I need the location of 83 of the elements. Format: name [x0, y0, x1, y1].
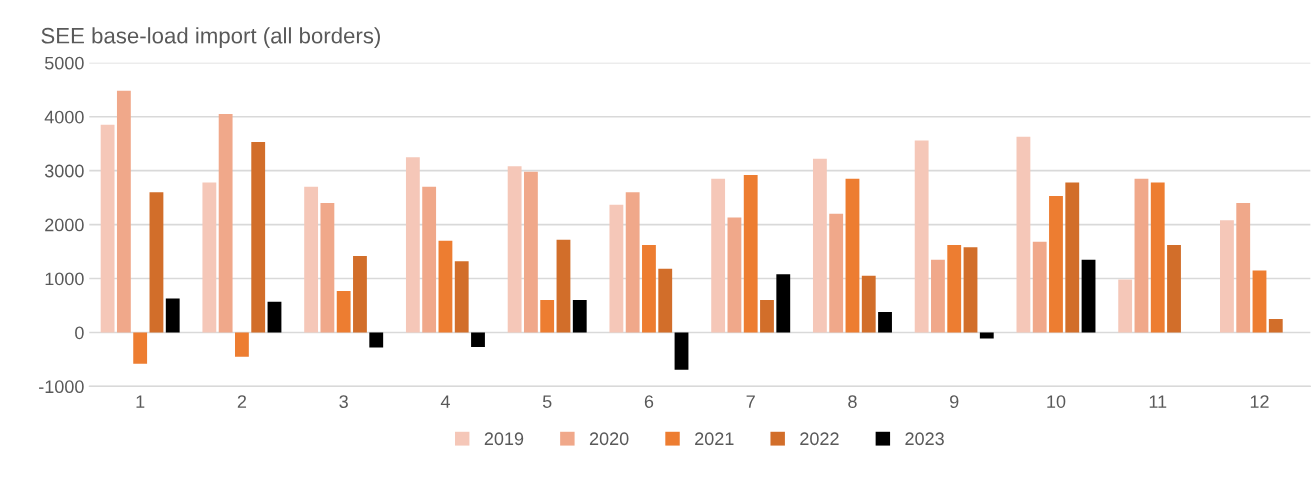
x-tick-label: 1 — [136, 395, 145, 408]
bar — [251, 142, 266, 333]
bar — [1016, 136, 1031, 333]
bar — [1118, 279, 1133, 333]
bar — [812, 158, 827, 333]
legend-label: 2021 — [695, 432, 734, 446]
y-tick-label: 3000 — [44, 164, 84, 178]
bar — [642, 245, 656, 333]
bar — [1268, 318, 1283, 333]
bar — [625, 192, 640, 333]
chart-title: SEE base-load import (all borders) — [41, 27, 380, 48]
bar — [133, 332, 148, 364]
bar — [743, 174, 758, 333]
bar — [438, 240, 453, 333]
bar — [149, 192, 164, 333]
bar — [727, 217, 742, 333]
bar — [540, 300, 555, 333]
bar — [1236, 203, 1251, 333]
x-tick-label: 10 — [1047, 395, 1066, 408]
bar — [711, 178, 726, 333]
legend-label: 2022 — [800, 432, 839, 446]
bar — [218, 114, 233, 333]
bar — [267, 301, 282, 333]
x-tick-label: 4 — [440, 395, 450, 408]
legend-label: 2019 — [484, 432, 524, 446]
y-tick-label: 0 — [75, 326, 84, 340]
bar — [609, 204, 624, 333]
bar — [1032, 241, 1047, 333]
bar — [1220, 220, 1234, 333]
bar — [116, 90, 131, 333]
x-tick-label: 3 — [339, 395, 348, 408]
bar — [471, 332, 485, 348]
legend-label: 2020 — [589, 432, 629, 446]
bar — [931, 259, 945, 333]
y-tick-label: 1000 — [45, 272, 84, 286]
legend-label: 2023 — [905, 432, 944, 446]
bar — [100, 124, 115, 333]
bar — [202, 182, 217, 333]
bar — [422, 186, 437, 333]
bar — [1065, 182, 1080, 333]
bar — [1081, 259, 1096, 333]
bar — [405, 157, 420, 333]
x-tick-label: 5 — [542, 395, 552, 408]
y-tick-label: 4000 — [44, 110, 84, 124]
bar — [336, 290, 351, 333]
bar — [1134, 178, 1149, 333]
bar — [304, 186, 319, 333]
bar — [523, 171, 538, 333]
bar — [861, 275, 876, 333]
x-tick-label: 7 — [746, 395, 755, 408]
bar — [1167, 245, 1181, 333]
bar — [165, 298, 180, 333]
bar — [845, 178, 860, 333]
x-tick-label: 8 — [848, 395, 857, 408]
x-tick-label: 11 — [1149, 395, 1167, 408]
bar — [963, 247, 978, 333]
y-tick-label: -1000 — [39, 380, 84, 394]
y-tick-label: 5000 — [44, 56, 84, 70]
bar — [572, 300, 587, 333]
bar — [235, 332, 249, 357]
y-tick-label: 2000 — [45, 218, 84, 232]
bar — [658, 268, 673, 333]
x-tick-label: 12 — [1250, 395, 1269, 408]
bar — [454, 261, 469, 333]
bar — [979, 332, 994, 339]
bar — [878, 311, 892, 333]
bar — [1049, 196, 1063, 333]
bar — [556, 239, 571, 333]
bar — [320, 203, 335, 333]
bar — [829, 213, 844, 333]
bar — [353, 255, 367, 333]
bar — [369, 332, 384, 348]
x-tick-label: 6 — [644, 395, 654, 408]
x-tick-label: 9 — [950, 395, 959, 408]
bar — [507, 166, 522, 333]
bar — [914, 140, 929, 333]
bar — [1150, 182, 1165, 333]
bar — [947, 245, 962, 333]
x-tick-label: 2 — [237, 395, 247, 408]
bar — [1252, 270, 1267, 333]
bar — [776, 274, 791, 333]
bar — [760, 300, 774, 333]
bar — [674, 332, 689, 370]
